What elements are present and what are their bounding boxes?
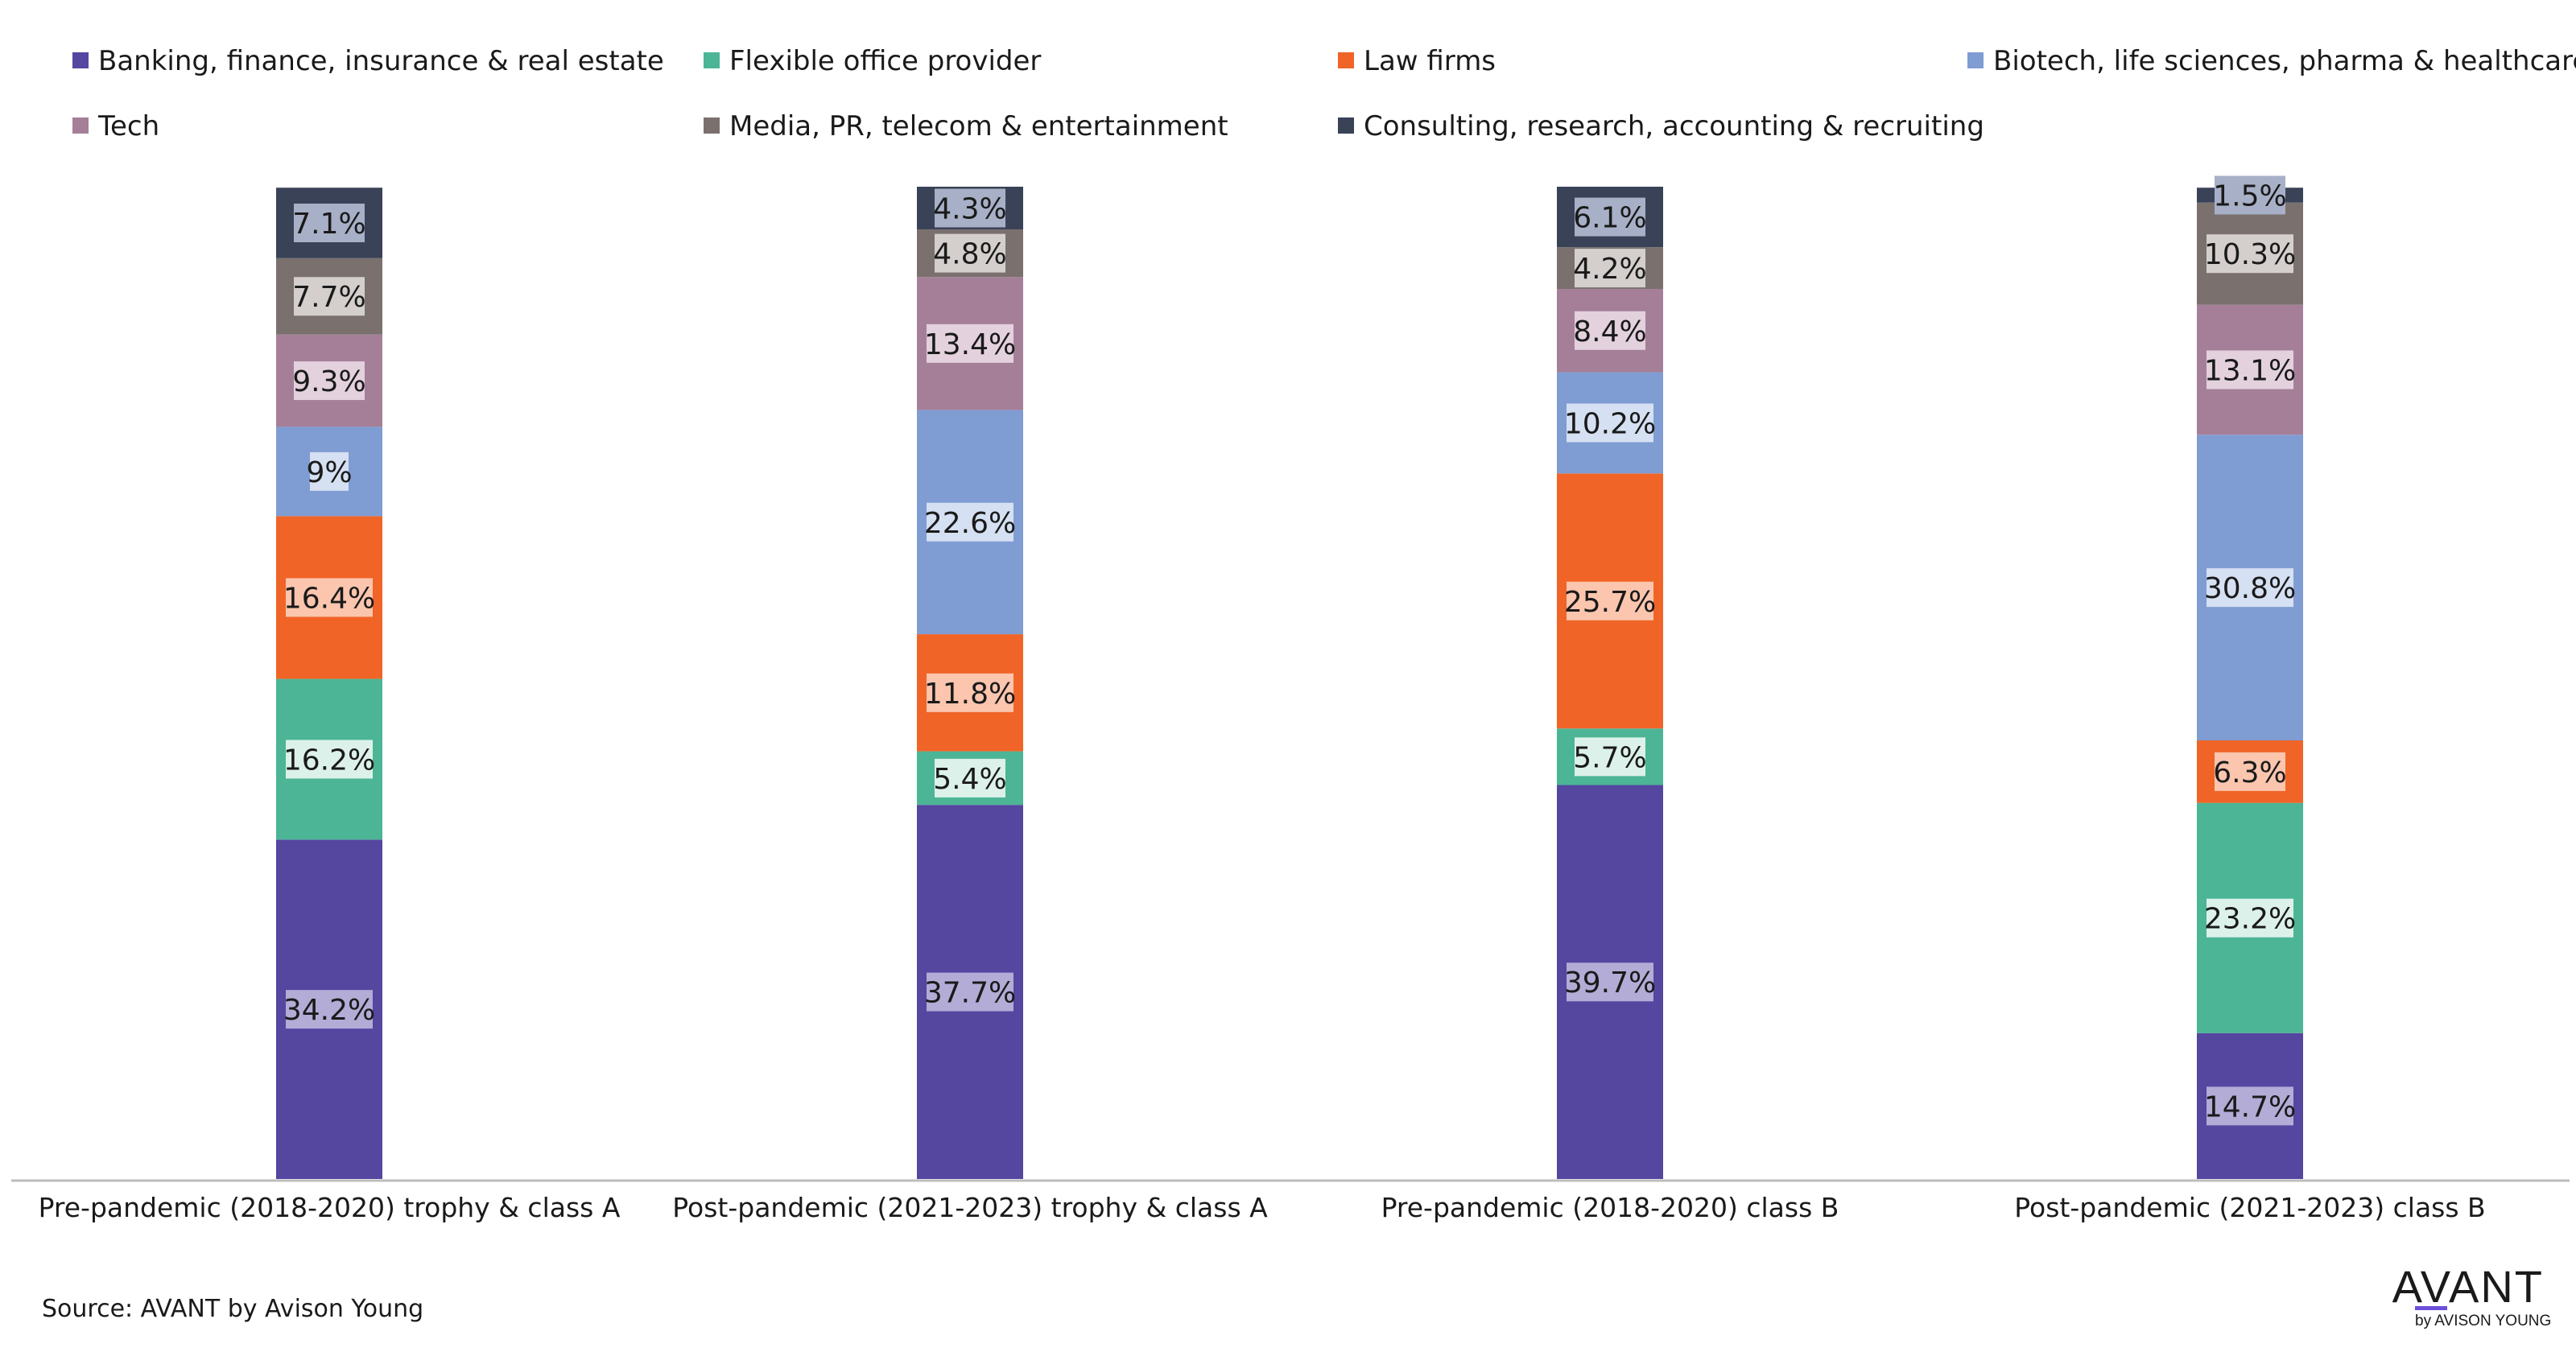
legend-item: Banking, finance, insurance & real estat… [72,45,664,77]
data-label-bg [286,990,373,1029]
data-label: 6.1% [1573,202,1646,235]
legend-item: Consulting, research, accounting & recru… [1338,110,1984,142]
logo-accent-bar [2415,1306,2447,1310]
legend-label: Consulting, research, accounting & recru… [1364,110,1984,142]
x-axis-labels: Pre-pandemic (2018-2020) trophy & class … [39,1192,2486,1223]
data-label-bg [1575,197,1645,237]
data-label: 37.7% [924,977,1016,1010]
data-label: 34.2% [283,994,375,1027]
data-label-bg [2207,898,2293,938]
data-label-bg [1567,962,1653,1002]
data-label: 7.7% [292,281,365,314]
data-label: 22.6% [924,507,1016,540]
data-label-bg [927,972,1013,1012]
data-label: 13.4% [924,328,1016,361]
legend-label: Flexible office provider [729,45,1041,77]
data-label-bg [2215,752,2285,791]
data-label: 4.3% [933,193,1006,226]
data-label: 5.7% [1573,741,1646,774]
source-note: Source: AVANT by Avison Young [42,1295,423,1323]
data-label: 4.2% [1573,253,1646,286]
data-label: 6.3% [2213,756,2286,789]
data-label: 8.4% [1573,315,1646,348]
data-label-bg [1575,249,1645,288]
bar-stack: 39.7% 5.7% 25.7% 10.2% 8.4% 4.2% 6.1% [1557,187,1663,1179]
category-label: Post-pandemic (2021-2023) class B [2014,1192,2485,1223]
data-label: 1.5% [2213,179,2286,212]
legend-label: Banking, finance, insurance & real estat… [98,45,664,77]
legend-item: Law firms [1338,45,1496,77]
avant-logo: AVANT by AVISON YOUNG [2392,1261,2552,1329]
data-label: 13.1% [2204,354,2296,387]
bar-stack: 14.7% 23.2% 6.3% 30.8% 13.1% 10.3% 1.5% [2197,175,2303,1179]
data-label-bg [935,233,1005,273]
data-label-bg [1567,581,1653,620]
data-label-bg [927,502,1013,542]
data-label-bg [2207,1086,2293,1126]
data-label-bg [294,277,365,316]
bar-stack: 34.2% 16.2% 16.4% 9% 9.3% 7.7% 7.1% [276,188,382,1179]
data-label-bg [927,324,1013,363]
legend-item: Flexible office provider [704,45,1041,77]
data-label: 16.2% [283,744,375,777]
data-label-bg [2207,234,2293,274]
data-label-bg [927,673,1013,712]
data-label-bg [286,578,373,617]
data-label: 10.2% [1564,407,1656,440]
legend-item: Biotech, life sciences, pharma & healthc… [1967,45,2576,77]
data-label-bg [294,361,365,401]
legend-item: Media, PR, telecom & entertainment [704,110,1228,142]
data-label-bg [935,188,1005,228]
category-label: Pre-pandemic (2018-2020) trophy & class … [39,1192,621,1223]
chart-bars: 34.2% 16.2% 16.4% 9% 9.3% 7.7% 7.1% 37.7% 5.4% 11… [276,175,2303,1179]
data-label-bg [294,204,365,243]
legend-item: Tech [72,110,159,142]
data-label: 14.7% [2204,1090,2296,1123]
legend-swatch [72,117,89,134]
data-label-bg [1567,403,1653,443]
data-label: 16.4% [283,582,375,615]
data-label: 11.8% [924,678,1016,711]
data-label: 30.8% [2204,572,2296,605]
legend-swatch [704,117,720,134]
data-label: 7.1% [292,208,365,241]
legend-label: Biotech, life sciences, pharma & healthc… [1993,45,2576,77]
legend-label: Law firms [1364,45,1496,77]
data-label: 23.2% [2204,903,2296,936]
legend-swatch [1338,52,1354,68]
legend-swatch [1338,117,1354,134]
data-label: 25.7% [1564,586,1656,619]
data-label-bg [935,758,1005,798]
legend-swatch [72,52,89,68]
data-label-bg [286,740,373,779]
category-label: Pre-pandemic (2018-2020) class B [1381,1192,1839,1223]
logo-subtitle: by AVISON YOUNG [2415,1313,2551,1329]
data-label: 4.8% [933,238,1006,271]
logo-wordmark: AVANT [2392,1261,2544,1312]
data-label-bg [310,451,349,491]
data-label: 10.3% [2204,238,2296,271]
legend-swatch [1967,52,1984,68]
data-label: 39.7% [1564,967,1656,1000]
data-label: 5.4% [933,763,1006,796]
category-label: Post-pandemic (2021-2023) trophy & class… [672,1192,1268,1223]
data-label-bg [1575,737,1645,777]
data-label: 9% [306,456,352,489]
bar-stack: 37.7% 5.4% 11.8% 22.6% 13.4% 4.8% 4.3% [917,187,1023,1179]
legend-label: Media, PR, telecom & entertainment [729,110,1228,142]
data-label-bg [1575,311,1645,350]
legend-swatch [704,52,720,68]
data-label-bg [2207,350,2293,390]
data-label-bg [2207,568,2293,608]
legend-label: Tech [97,110,159,142]
chart-legend: Banking, finance, insurance & real estat… [72,45,2576,142]
data-label-bg [2215,175,2285,215]
data-label: 9.3% [292,365,365,398]
